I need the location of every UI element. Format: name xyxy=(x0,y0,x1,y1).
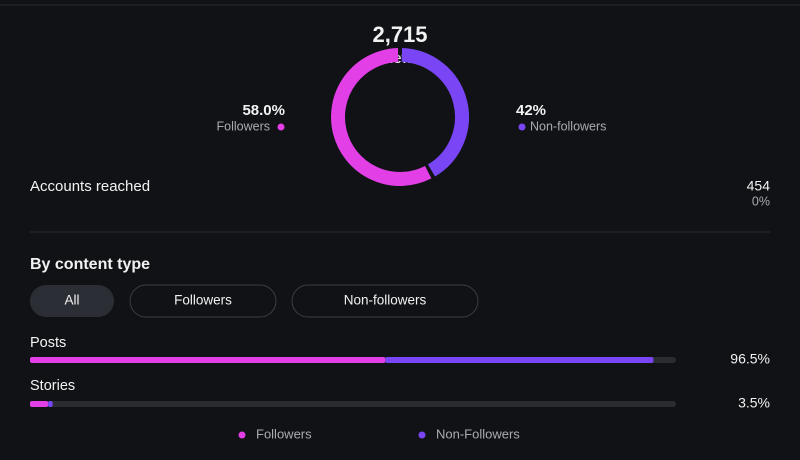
non-followers-percent: 42% xyxy=(516,102,546,119)
tab[interactable] xyxy=(291,284,479,318)
accounts-change: 0% xyxy=(752,194,770,208)
non-followers-caption: Non-followers xyxy=(530,119,606,133)
tab-label[interactable]: Non-followers xyxy=(344,293,427,308)
donut-segment xyxy=(401,48,469,177)
views-count: 2,715 xyxy=(372,22,427,47)
legend-label: Followers xyxy=(256,426,312,441)
legend-dot xyxy=(418,431,426,439)
followers-percent: 58.0% xyxy=(242,102,285,119)
bar-segment xyxy=(30,357,386,363)
row-total: 96.5% xyxy=(730,351,770,367)
legend-label: Non-Followers xyxy=(436,426,520,441)
legend-dot xyxy=(238,431,246,439)
bar-track xyxy=(30,401,676,407)
followers-caption: Followers xyxy=(217,119,271,133)
donut-segment xyxy=(331,48,432,186)
bar-segment xyxy=(385,357,654,363)
section-title: By content type xyxy=(30,256,150,273)
accounts-label: Accounts reached xyxy=(30,178,150,195)
legend-dot xyxy=(277,123,285,131)
tab[interactable] xyxy=(129,284,277,318)
bar-segment xyxy=(48,401,53,407)
row-total: 3.5% xyxy=(738,395,770,411)
legend-dot xyxy=(518,123,526,131)
row-label: Posts xyxy=(30,335,66,351)
accounts-value: 454 xyxy=(747,178,771,194)
row-label: Stories xyxy=(30,378,75,394)
tab-label[interactable]: All xyxy=(64,293,79,308)
tab-label[interactable]: Followers xyxy=(174,293,232,308)
tab[interactable] xyxy=(30,285,114,317)
bar-segment xyxy=(30,401,49,407)
